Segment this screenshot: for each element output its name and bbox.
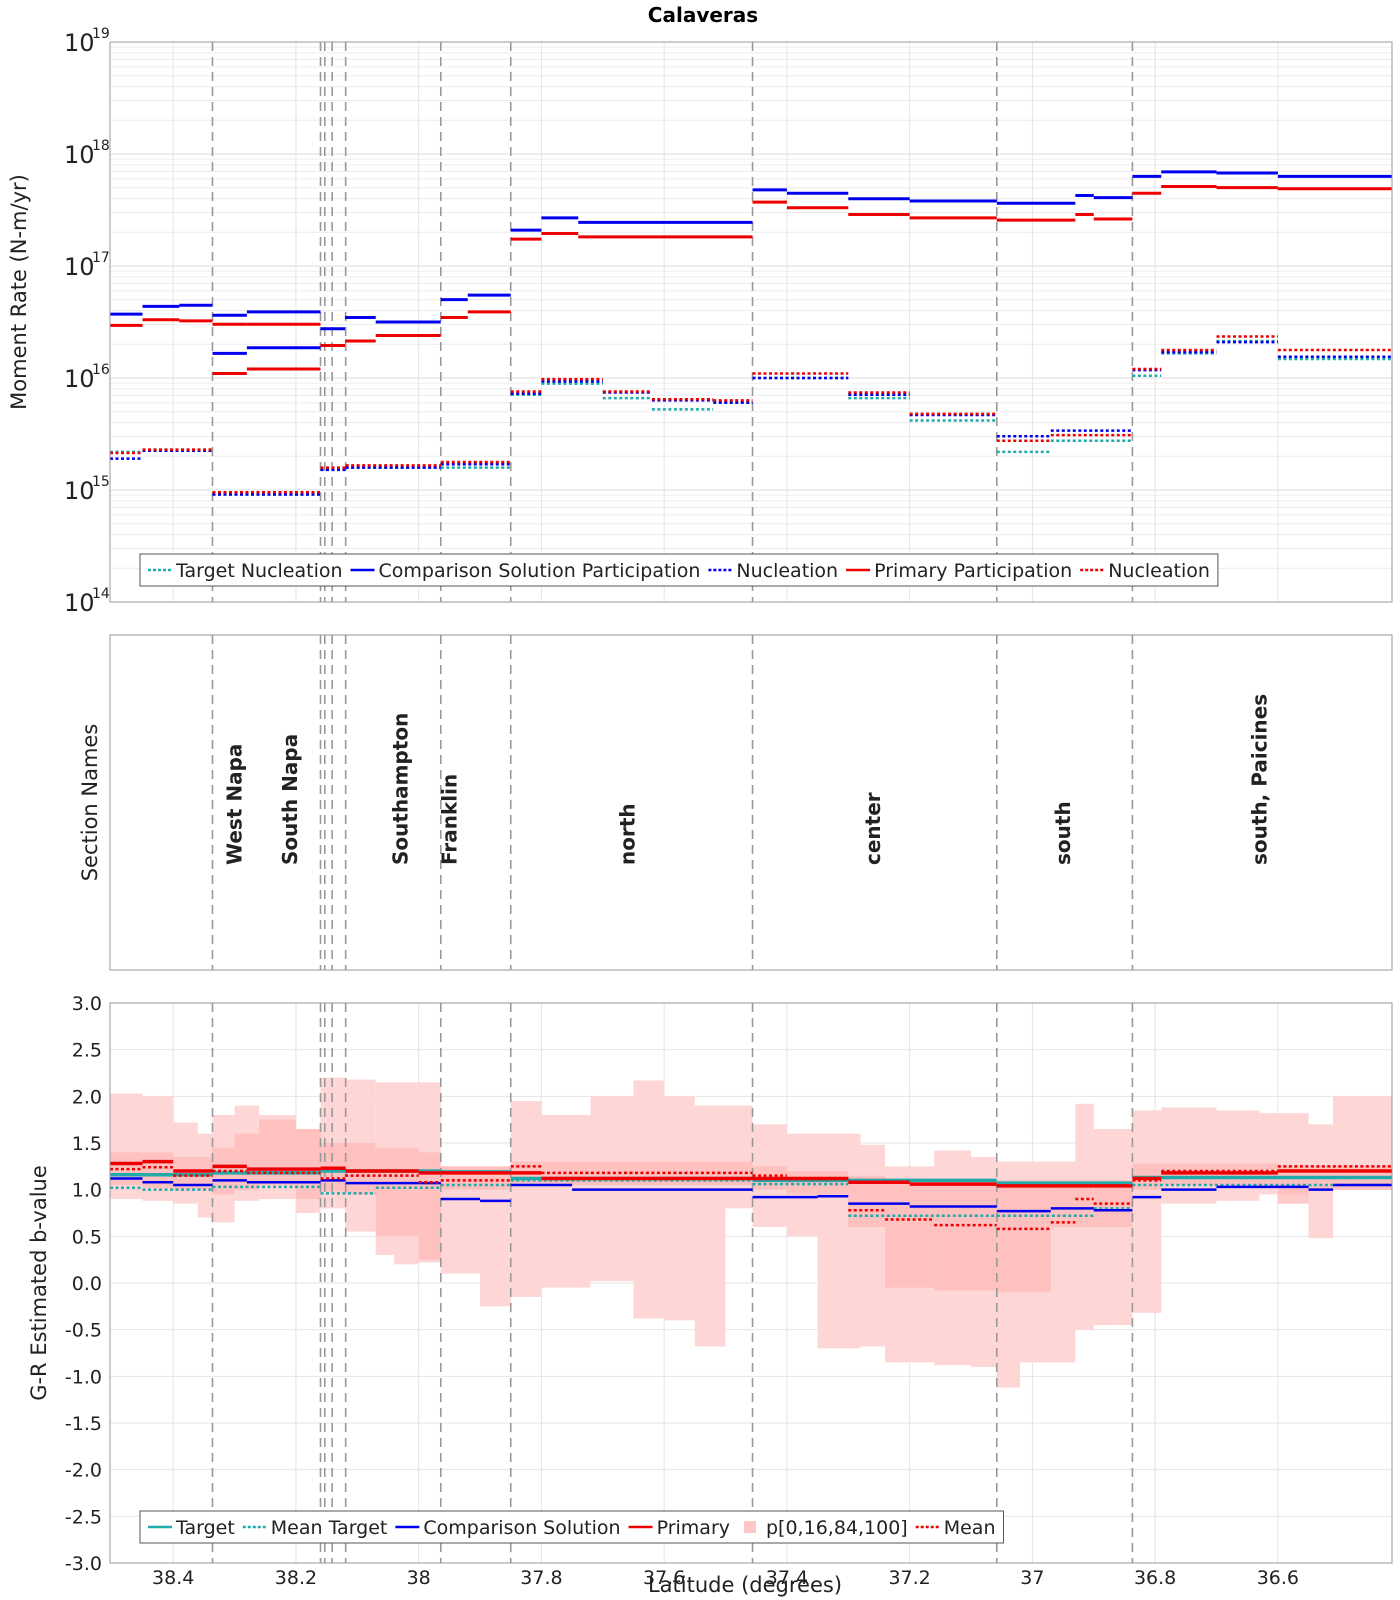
chart-title: Calaveras <box>648 3 758 27</box>
bot-y-tick-label: -2.0 <box>65 1460 102 1482</box>
top-y-tick-label: 10 <box>64 253 95 281</box>
top-legend-label: Target Nucleation <box>175 560 343 582</box>
bot-y-tick-label: -1.0 <box>65 1366 102 1388</box>
top-plot-border <box>109 41 1393 603</box>
percentile-band-outer <box>664 1096 695 1321</box>
percentile-band-outer <box>860 1144 886 1347</box>
percentile-band-inner <box>848 1175 886 1227</box>
top-legend-label: Nucleation <box>1108 560 1210 582</box>
bot-legend-label: Mean Target <box>271 1517 388 1539</box>
x-tick-label: 37.4 <box>766 1567 808 1589</box>
percentile-band-inner <box>1050 1180 1076 1227</box>
section-name-label: south, Paicines <box>1247 694 1271 865</box>
bot-y-axis-label: G-R Estimated b-value <box>27 1165 51 1401</box>
section-name-label: South Napa <box>278 734 302 865</box>
bot-y-tick-label: 1.0 <box>72 1180 102 1202</box>
percentile-band-inner <box>345 1143 376 1195</box>
x-tick-label: 38.4 <box>152 1567 194 1589</box>
top-y-axis-label: Moment Rate (N-m/yr) <box>7 174 31 410</box>
section-name-label: Southampton <box>388 713 412 865</box>
bot-legend-box <box>139 1510 1004 1544</box>
section-name-label: center <box>861 792 885 865</box>
bot-legend-label: p[0,16,84,100] <box>766 1517 908 1539</box>
percentile-band-outer <box>725 1105 753 1209</box>
top-plot-area <box>110 42 1392 602</box>
top-y-tick-label: 10 <box>64 477 95 505</box>
top-legend-label: Comparison Solution Participation <box>379 560 701 582</box>
percentile-band-outer <box>510 1101 542 1297</box>
top-y-tick-exponent: 18 <box>92 138 110 154</box>
percentile-band-outer <box>541 1115 591 1288</box>
top-y-tick-exponent: 19 <box>92 26 110 42</box>
bot-legend-label: Comparison Solution <box>423 1517 620 1539</box>
percentile-band-outer <box>633 1080 665 1319</box>
percentile-band-outer <box>1132 1110 1162 1313</box>
mid-y-axis-label: Section Names <box>78 724 102 882</box>
section-name-label: Franklin <box>437 774 461 865</box>
bot-y-tick-label: 0.5 <box>72 1226 102 1248</box>
x-tick-label: 36.8 <box>1134 1567 1176 1589</box>
percentile-band-inner <box>934 1180 997 1291</box>
top-y-tick-exponent: 17 <box>92 250 110 266</box>
bot-legend-label: Primary <box>657 1517 730 1539</box>
bot-y-tick-label: 2.5 <box>72 1040 102 1062</box>
x-tick-label: 37.6 <box>643 1567 685 1589</box>
percentile-band-inner <box>375 1147 419 1237</box>
b-value-panel: 3.0 2.5 2.0 1.5 1.0 0.5 0.0 -0.5 -1.0 -1.5 -2.0 -2.… <box>27 993 1393 1589</box>
top-y-tick-label: 10 <box>64 141 95 169</box>
x-tick-label: 38 <box>407 1567 431 1589</box>
percentile-band-outer <box>1161 1107 1217 1204</box>
top-legend-label: Nucleation <box>736 560 838 582</box>
x-tick-label: 37.8 <box>520 1567 562 1589</box>
percentile-band-outer <box>817 1133 861 1349</box>
percentile-band-inner <box>295 1129 321 1199</box>
top-legend-label: Primary Participation <box>874 560 1072 582</box>
top-y-tick-exponent: 16 <box>92 362 110 378</box>
top-y-tick-exponent: 15 <box>92 474 110 490</box>
bot-y-tick-label: -0.5 <box>65 1320 102 1342</box>
percentile-band-inner <box>885 1178 935 1288</box>
bot-y-tick-label: -3.0 <box>65 1553 102 1575</box>
bot-legend-label: Mean <box>944 1517 996 1539</box>
bot-y-tick-label: 3.0 <box>72 993 102 1015</box>
top-legend-box <box>139 553 1219 587</box>
mid-plot-area <box>110 635 1392 970</box>
section-name-label: north <box>615 803 639 865</box>
top-y-tick-label: 10 <box>64 29 95 57</box>
top-y-tick-label: 10 <box>64 589 95 617</box>
percentile-band-outer <box>694 1105 726 1347</box>
percentile-band-inner <box>786 1171 849 1195</box>
bot-y-tick-label: -1.5 <box>65 1413 102 1435</box>
top-y-tick-label: 10 <box>64 365 95 393</box>
bot-y-tick-label: 2.0 <box>72 1086 102 1108</box>
top-y-tick-exponent: 14 <box>92 586 110 602</box>
section-names-panel: West Napa South Napa Southampton Franklin no… <box>78 634 1393 971</box>
percentile-band-inner <box>996 1180 1051 1293</box>
x-tick-label: 37 <box>1020 1567 1044 1589</box>
x-axis-label: Latitude (degrees) <box>648 1573 842 1597</box>
bot-y-tick-label: 1.5 <box>72 1133 102 1155</box>
bot-y-tick-label: 0.0 <box>72 1273 102 1295</box>
x-tick-label: 36.6 <box>1257 1567 1299 1589</box>
bot-legend-label: Target <box>175 1517 235 1539</box>
bot-legend-swatch <box>744 1521 756 1533</box>
section-name-label: south <box>1051 801 1075 865</box>
section-name-label: West Napa <box>223 744 247 865</box>
bot-plot-border <box>109 1002 1393 1564</box>
x-tick-label: 37.2 <box>888 1567 930 1589</box>
percentile-band-inner <box>259 1119 296 1185</box>
mid-plot-border <box>109 634 1393 971</box>
bot-y-tick-label: -2.5 <box>65 1506 102 1528</box>
percentile-band-inner <box>418 1152 441 1260</box>
x-tick-label: 38.2 <box>275 1567 317 1589</box>
